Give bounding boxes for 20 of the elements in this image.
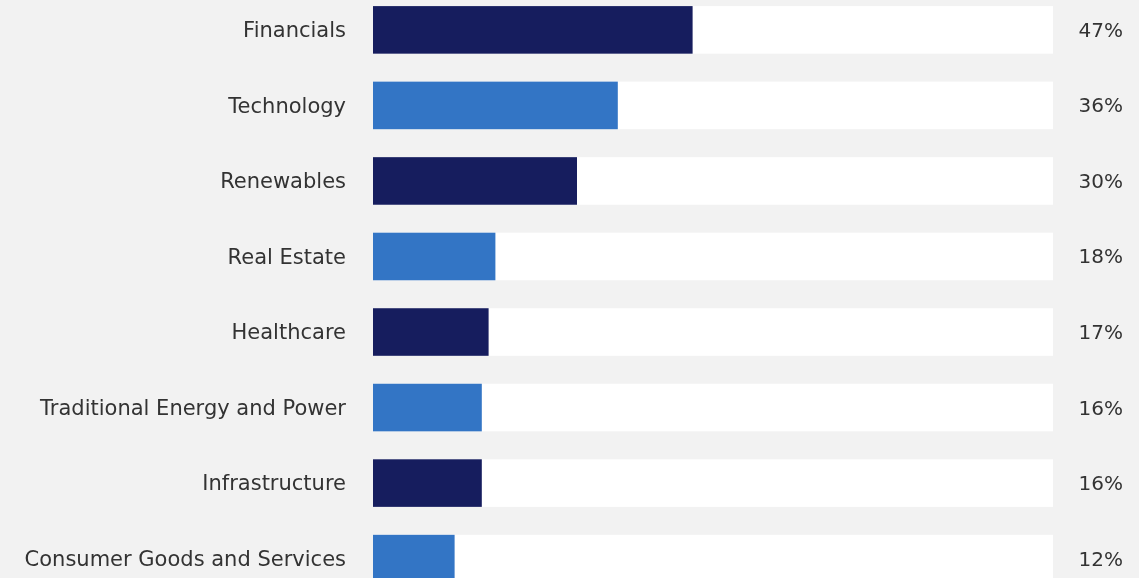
y-tick-label: Financials <box>243 18 346 43</box>
data-label: 47% <box>1078 17 1123 42</box>
bar <box>373 459 482 507</box>
y-tick-label: Healthcare <box>231 320 346 345</box>
y-tick-label: Technology <box>227 93 346 118</box>
data-label: 36% <box>1078 93 1123 118</box>
y-tick-label: Traditional Energy and Power <box>39 395 347 420</box>
data-label: 12% <box>1078 546 1123 571</box>
data-label: 17% <box>1078 320 1123 345</box>
y-tick-label: Consumer Goods and Services <box>24 546 346 571</box>
bar <box>373 232 496 281</box>
data-label: 16% <box>1078 471 1123 496</box>
data-label: 16% <box>1078 395 1123 420</box>
y-tick-label: Infrastructure <box>202 471 346 496</box>
bar <box>373 308 489 356</box>
data-label: 30% <box>1078 168 1123 193</box>
y-tick-label: Real Estate <box>227 244 346 269</box>
y-tick-label: Renewables <box>220 169 346 194</box>
data-label: 18% <box>1078 244 1123 269</box>
bar <box>373 383 482 432</box>
